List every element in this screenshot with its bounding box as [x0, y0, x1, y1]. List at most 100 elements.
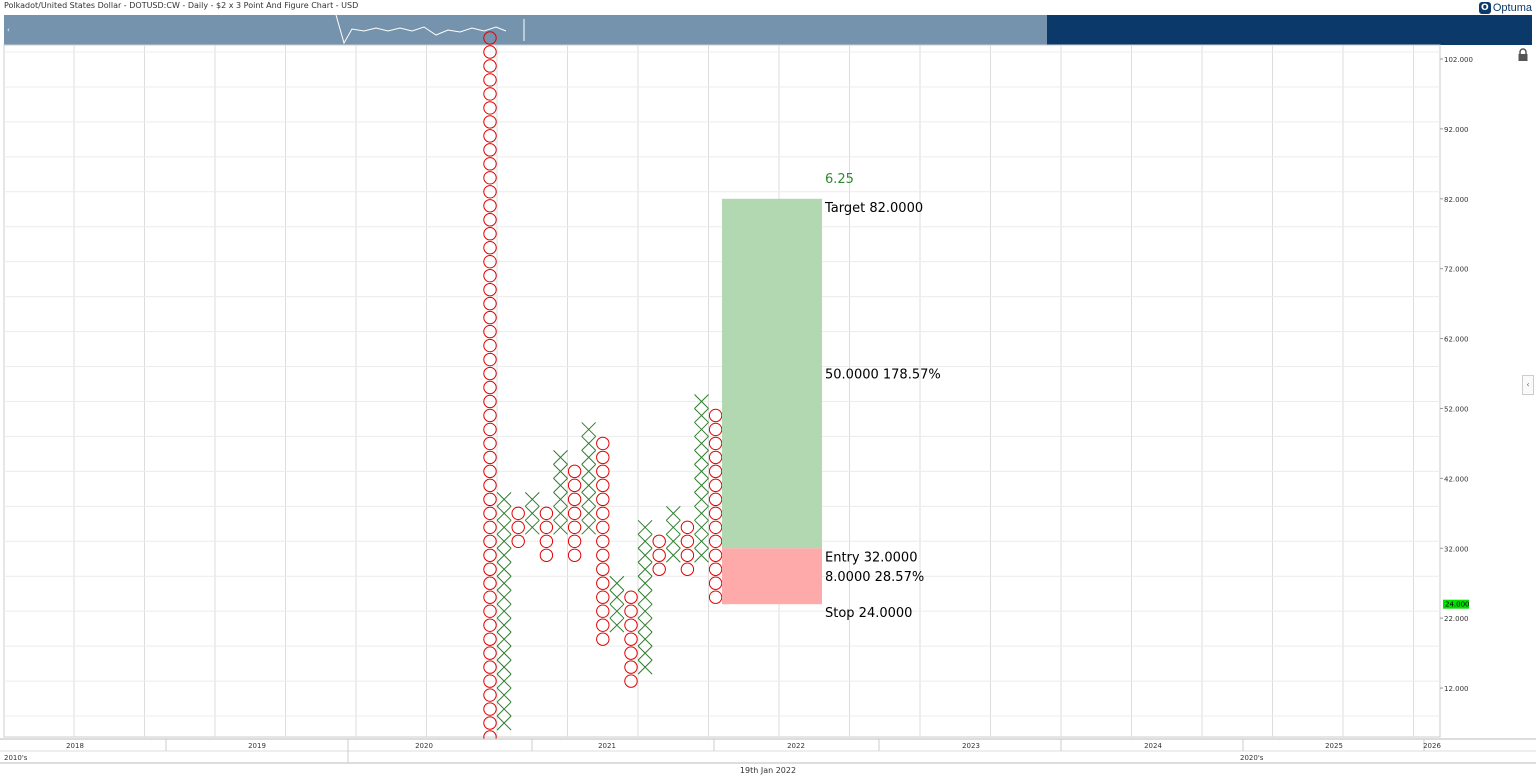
x-box: [637, 631, 653, 647]
collapse-panel-icon[interactable]: ‹: [1522, 375, 1534, 395]
o-box: [624, 660, 638, 674]
x-box: [581, 478, 597, 493]
y-tick-label: 22.000: [1444, 615, 1469, 623]
entry-label: Entry 32.0000: [825, 550, 917, 565]
o-box: [539, 548, 554, 562]
o-box: [483, 338, 497, 353]
o-box: [511, 520, 525, 535]
o-box: [483, 534, 497, 548]
x-box: [609, 603, 625, 619]
x-box: [496, 533, 512, 549]
o-box: [483, 296, 497, 311]
x-box: [694, 533, 709, 549]
o-box: [483, 702, 497, 716]
x-box: [694, 519, 709, 535]
o-box: [567, 534, 582, 548]
o-box: [596, 576, 610, 590]
o-box: [483, 73, 497, 87]
profit-label: 50.0000 178.57%: [825, 368, 941, 383]
o-box: [483, 87, 497, 101]
o-box: [483, 310, 497, 325]
o-box: [511, 534, 525, 548]
time-navigator[interactable]: ‹: [4, 14, 1532, 45]
x-box: [694, 478, 709, 493]
lock-icon[interactable]: [1516, 47, 1530, 66]
x-box: [694, 408, 709, 423]
o-box: [539, 534, 554, 548]
x-year-label: 2019: [248, 742, 266, 750]
o-box: [483, 115, 497, 129]
x-box: [637, 547, 653, 563]
o-box: [483, 185, 497, 199]
x-box: [496, 701, 512, 717]
o-box: [567, 492, 582, 507]
x-box: [637, 659, 653, 675]
o-box: [596, 590, 610, 604]
x-box: [553, 450, 568, 465]
o-box: [680, 520, 695, 535]
o-box: [708, 450, 723, 465]
o-box: [483, 394, 497, 409]
x-box: [637, 575, 653, 591]
x-year-label: 2021: [598, 742, 616, 750]
x-box: [581, 492, 597, 507]
o-box: [483, 646, 497, 660]
risk-label: 8.0000 28.57%: [825, 570, 924, 585]
o-box: [708, 520, 723, 535]
o-box: [483, 254, 497, 269]
o-box: [596, 632, 610, 646]
o-box: [708, 408, 723, 423]
o-box: [708, 464, 723, 479]
o-box: [483, 352, 497, 367]
x-box: [665, 533, 681, 549]
o-box: [483, 59, 497, 73]
o-box: [483, 157, 497, 171]
o-box: [483, 520, 497, 535]
reward-risk-ratio: 6.25: [825, 172, 854, 187]
x-box: [581, 422, 597, 437]
x-box: [496, 589, 512, 605]
o-box: [567, 506, 582, 521]
chart-title: Polkadot/United States Dollar - DOTUSD:C…: [4, 1, 359, 10]
o-box: [483, 660, 497, 674]
o-box: [708, 548, 723, 562]
o-box: [708, 562, 723, 576]
x-box: [694, 492, 709, 507]
y-tick-label: 12.000: [1444, 685, 1469, 693]
x-box: [694, 464, 709, 479]
o-box: [624, 632, 638, 646]
x-box: [524, 519, 540, 535]
o-box: [483, 227, 497, 241]
x-box: [496, 687, 512, 703]
x-box: [524, 505, 540, 521]
x-box: [637, 603, 653, 619]
x-box: [553, 478, 568, 493]
navigator-window-handle[interactable]: [1047, 15, 1532, 45]
x-box: [553, 519, 568, 535]
o-box: [596, 534, 610, 548]
y-tick-label: 72.000: [1444, 266, 1469, 274]
x-decade-label: 2010's: [4, 754, 28, 762]
x-box: [609, 617, 625, 633]
x-box: [496, 561, 512, 577]
x-box: [553, 492, 568, 507]
o-box: [708, 422, 723, 437]
optuma-logo-text: Optuma: [1492, 2, 1532, 14]
x-box: [637, 519, 653, 535]
x-box: [694, 394, 709, 409]
x-year-label: 2026: [1423, 742, 1441, 750]
x-box: [496, 575, 512, 591]
o-box: [483, 171, 497, 185]
x-box: [637, 617, 653, 633]
o-box: [483, 492, 497, 507]
x-box: [496, 492, 512, 507]
o-box: [483, 129, 497, 143]
o-box: [567, 548, 582, 562]
o-box: [483, 408, 497, 423]
o-box: [652, 534, 666, 548]
o-box: [483, 268, 497, 283]
o-box: [567, 478, 582, 493]
o-box: [708, 590, 723, 604]
o-box: [596, 464, 610, 479]
optuma-logo: O Optuma: [1478, 1, 1532, 15]
